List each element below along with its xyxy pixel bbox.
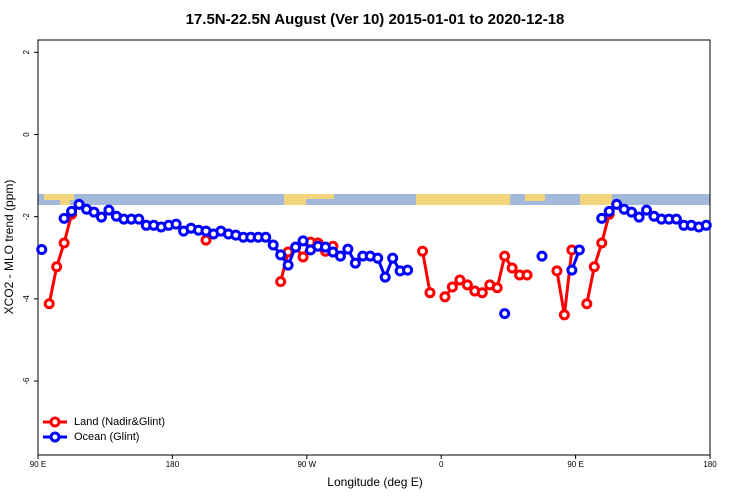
data-point — [454, 274, 466, 286]
legend-label: Ocean (Glint) — [74, 431, 139, 443]
data-point — [424, 287, 436, 299]
data-point — [588, 261, 600, 273]
data-point — [446, 281, 458, 293]
data-point — [43, 298, 55, 310]
data-point — [297, 251, 309, 263]
y-tick-label: -4 — [22, 295, 31, 303]
data-point — [402, 264, 414, 276]
x-tick-label: 180 — [166, 460, 180, 469]
land-ocean-strip — [38, 194, 710, 205]
data-point — [491, 282, 503, 294]
data-point — [558, 309, 570, 321]
y-axis-label: XCO2 - MLO trend (ppm) — [2, 180, 16, 315]
data-point — [290, 241, 302, 253]
x-tick-label: 180 — [703, 460, 717, 469]
data-point — [275, 249, 287, 261]
plot-frame — [37, 39, 711, 456]
data-point — [476, 287, 488, 299]
data-point — [387, 252, 399, 264]
legend-marker — [49, 416, 61, 428]
data-point — [133, 213, 145, 225]
x-tick-label: 90 E — [567, 460, 583, 469]
data-point — [641, 204, 653, 216]
data-point — [626, 206, 638, 218]
data-point — [170, 218, 182, 230]
data-point — [417, 245, 429, 257]
data-point — [372, 252, 384, 264]
x-tick-label: 90 W — [297, 460, 316, 469]
data-point — [342, 243, 354, 255]
y-tick-label: -2 — [22, 213, 31, 221]
series-line — [47, 213, 611, 316]
data-point — [439, 291, 451, 303]
chart-title: 17.5N-22.5N August (Ver 10) 2015-01-01 t… — [186, 11, 565, 28]
data-point — [88, 206, 100, 218]
data-point — [633, 211, 645, 223]
y-tick-label: 0 — [22, 132, 31, 137]
data-point — [66, 205, 78, 217]
data-point — [499, 250, 511, 262]
data-point — [670, 213, 682, 225]
x-tick-label: 90 E — [30, 460, 46, 469]
data-point — [603, 205, 615, 217]
data-point — [297, 235, 309, 247]
data-point — [700, 219, 712, 231]
data-point — [566, 264, 578, 276]
data-point — [596, 237, 608, 249]
y-tick-label: 2 — [22, 50, 31, 55]
data-point — [267, 239, 279, 251]
data-point — [499, 308, 511, 320]
data-point — [58, 212, 70, 224]
data-point — [573, 244, 585, 256]
data-point — [521, 269, 533, 281]
data-point — [73, 198, 85, 210]
data-point — [611, 198, 623, 210]
data-point — [58, 237, 70, 249]
data-point — [51, 261, 63, 273]
data-point — [200, 234, 212, 246]
data-point — [334, 250, 346, 262]
data-point — [349, 257, 361, 269]
data-point — [536, 250, 548, 262]
x-tick-label: 0 — [439, 460, 444, 469]
x-axis-label: Longitude (deg E) — [327, 475, 422, 489]
data-point — [36, 244, 48, 256]
y-tick-label: -6 — [22, 377, 31, 385]
data-point — [319, 241, 331, 253]
data-point — [581, 298, 593, 310]
data-point — [275, 276, 287, 288]
data-point — [461, 279, 473, 291]
data-point — [282, 259, 294, 271]
data-point — [103, 204, 115, 216]
data-point — [596, 212, 608, 224]
data-point — [260, 231, 272, 243]
data-point — [506, 262, 518, 274]
data-point — [95, 211, 107, 223]
data-point — [379, 271, 391, 283]
legend-label: Land (Nadir&Glint) — [74, 416, 165, 428]
legend-marker — [49, 431, 61, 443]
data-point — [551, 265, 563, 277]
